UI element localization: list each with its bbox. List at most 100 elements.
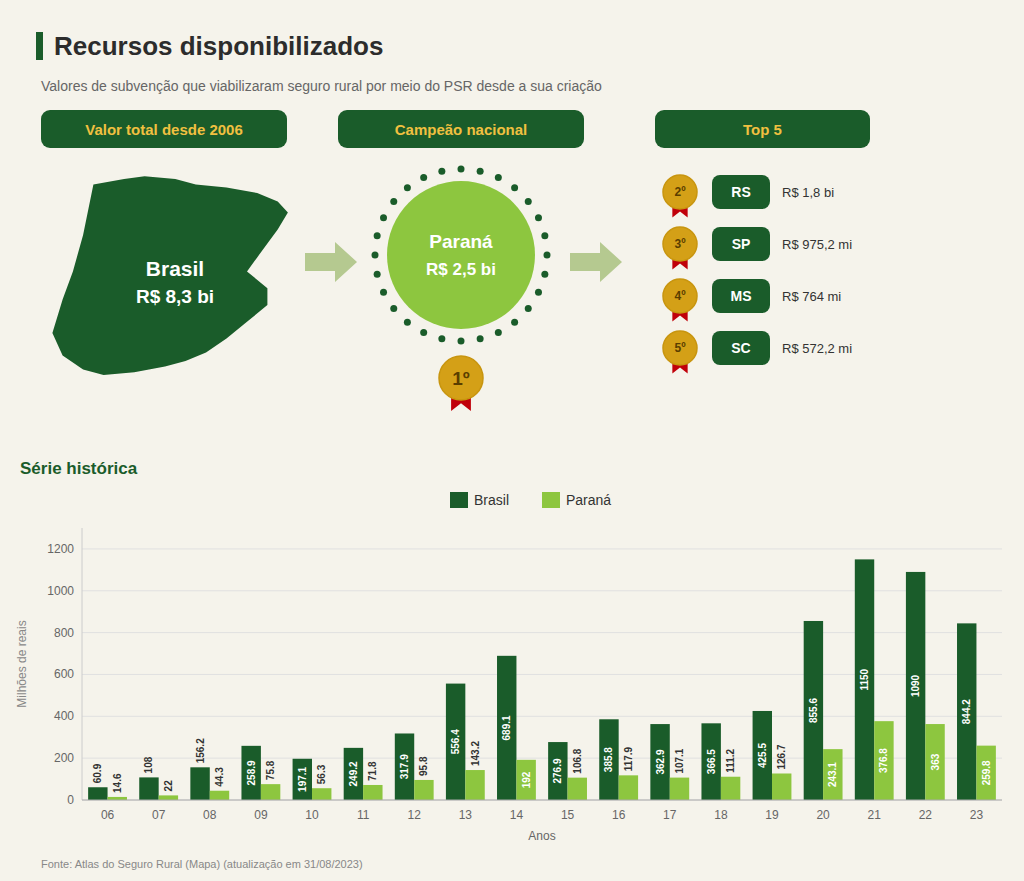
data-label: 855.6 — [808, 698, 819, 723]
y-tick-label: 1200 — [47, 542, 74, 556]
x-tick-label: 10 — [305, 808, 319, 822]
dot — [404, 184, 411, 191]
dot — [511, 319, 518, 326]
x-tick-label: 13 — [459, 808, 473, 822]
x-tick-label: 14 — [510, 808, 524, 822]
subtitle: Valores de subvenção que viabilizaram se… — [41, 78, 602, 94]
x-tick-label: 23 — [970, 808, 984, 822]
legend-swatch — [450, 492, 468, 508]
data-label: 276.9 — [552, 758, 563, 783]
x-axis-line — [82, 800, 1002, 801]
bar — [210, 791, 229, 800]
data-label: 143.2 — [470, 741, 481, 766]
y-axis-title: Milhões de reais — [15, 620, 29, 707]
title-bar — [36, 32, 43, 60]
rank: 2º — [674, 185, 686, 199]
bar — [976, 746, 995, 800]
state-box — [712, 175, 770, 209]
dot — [438, 168, 445, 175]
data-label: 363 — [930, 753, 941, 770]
data-label: 117.9 — [623, 746, 634, 771]
data-label: 1150 — [859, 668, 870, 690]
dot — [495, 174, 502, 181]
grid-line — [82, 800, 1002, 801]
brazil-label: Brasil — [146, 257, 204, 280]
data-label: 385.8 — [603, 747, 614, 772]
x-tick-label: 18 — [714, 808, 728, 822]
header-box — [338, 110, 584, 148]
bar — [957, 623, 976, 800]
bar — [855, 559, 874, 800]
dot — [541, 271, 548, 278]
data-label: 425.5 — [757, 743, 768, 768]
bars — [88, 559, 996, 800]
data-label: 259.8 — [981, 760, 992, 785]
state: MS — [731, 288, 752, 304]
dot — [420, 329, 427, 336]
data-label: 22 — [163, 780, 174, 792]
state-box — [712, 279, 770, 313]
data-label: 108 — [143, 756, 154, 773]
rank: 1º — [452, 368, 470, 389]
bar — [344, 748, 363, 800]
bar — [241, 746, 260, 800]
x-tick-label: 16 — [612, 808, 626, 822]
dot — [420, 174, 427, 181]
bar — [568, 778, 587, 800]
bar — [670, 778, 689, 800]
bar — [190, 767, 209, 800]
header-box — [41, 110, 287, 148]
data-label: 60.9 — [92, 763, 103, 783]
data-label: 366.5 — [706, 749, 717, 774]
bar — [293, 759, 312, 800]
rank: 3º — [674, 237, 686, 251]
x-tick-label: 06 — [101, 808, 115, 822]
dot — [390, 198, 397, 205]
data-label: 156.2 — [195, 738, 206, 763]
data-label: 56.3 — [316, 764, 327, 784]
arrow — [305, 242, 357, 282]
x-tick-label: 19 — [765, 808, 779, 822]
dot — [458, 338, 465, 345]
medal — [439, 356, 483, 400]
page: Recursos disponibilizadosValores de subv… — [0, 0, 1024, 881]
state: SC — [731, 340, 750, 356]
parana-label: Paraná — [429, 231, 493, 252]
legend: BrasilParaná — [450, 492, 611, 508]
x-tick-label: 12 — [408, 808, 422, 822]
bar — [772, 773, 791, 800]
dot — [535, 214, 542, 221]
header: Valor total desde 2006 — [85, 121, 243, 138]
state-box — [712, 227, 770, 261]
state-value: R$ 764 mi — [782, 289, 841, 304]
bar — [650, 724, 669, 800]
state-box — [712, 331, 770, 365]
data-label: 71.8 — [367, 761, 378, 781]
y-tick-label: 600 — [54, 667, 74, 681]
dot — [380, 214, 387, 221]
legend-label: Paraná — [566, 492, 611, 508]
background — [0, 0, 1024, 881]
data-label: 689.1 — [501, 715, 512, 740]
data-label: 362.9 — [655, 749, 666, 774]
dot — [380, 289, 387, 296]
data-label: 556.4 — [450, 729, 461, 754]
dot — [390, 305, 397, 312]
y-tick-label: 400 — [54, 709, 74, 723]
data-label: 107.1 — [674, 748, 685, 773]
medal — [663, 175, 697, 209]
data-label: 14.6 — [112, 773, 123, 793]
data-label: 844.2 — [961, 699, 972, 724]
data-label: 317.9 — [399, 754, 410, 779]
data-label: 44.3 — [214, 767, 225, 787]
grid-line — [82, 548, 1002, 549]
data-label: 126.7 — [776, 744, 787, 769]
dot — [374, 232, 381, 239]
bar — [446, 684, 465, 800]
header: Campeão nacional — [395, 121, 528, 138]
dot — [477, 168, 484, 175]
data-label: 192 — [521, 771, 532, 788]
data-label: 111.2 — [725, 748, 736, 772]
source: Fonte: Atlas do Seguro Rural (Mapa) (atu… — [41, 858, 363, 870]
medal — [663, 331, 697, 365]
